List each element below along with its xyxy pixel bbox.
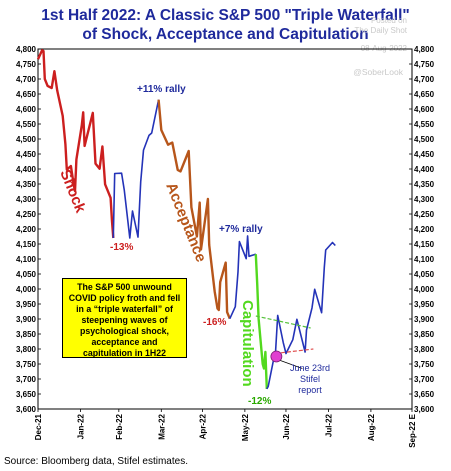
y-tick-label-right: 4,800 [414, 45, 435, 54]
y-tick-label-left: 4,000 [16, 285, 37, 294]
y-tick-label-left: 3,850 [16, 330, 37, 339]
y-tick-label-left: 4,800 [16, 45, 37, 54]
x-tick-label: Aug-22 [367, 413, 376, 441]
annotation-stifel-report: June 23rd [290, 363, 330, 373]
x-tick-label: Jan-22 [76, 413, 85, 439]
y-tick-label-right: 4,650 [414, 90, 435, 99]
y-tick-label-left: 4,250 [16, 210, 37, 219]
chart-title-line1: 1st Half 2022: A Classic S&P 500 "Triple… [41, 7, 410, 24]
y-tick-label-left: 4,750 [16, 60, 37, 69]
y-tick-label-right: 4,100 [414, 255, 435, 264]
y-tick-label-left: 4,700 [16, 75, 37, 84]
x-tick-label: Mar-22 [157, 413, 166, 439]
annotation-drop-12: -12% [248, 396, 271, 407]
y-tick-label-left: 3,750 [16, 360, 37, 369]
series-line-capitulation [254, 254, 268, 389]
trend-line [255, 315, 311, 329]
annotation-rally-11: +11% rally [137, 84, 186, 95]
chart-title: 1st Half 2022: A Classic S&P 500 "Triple… [0, 6, 451, 44]
y-tick-label-right: 4,250 [414, 210, 435, 219]
y-tick-label-right: 3,600 [414, 405, 435, 414]
label-capitulation: Capitulation [239, 300, 256, 387]
y-tick-label-left: 3,600 [16, 405, 37, 414]
y-tick-label-right: 4,150 [414, 240, 435, 249]
y-tick-label-left: 4,200 [16, 225, 37, 234]
y-tick-label-left: 4,050 [16, 270, 37, 279]
y-tick-label-left: 4,600 [16, 105, 37, 114]
chart-title-line2: of Shock, Acceptance and Capitulation [82, 26, 369, 43]
label-acceptance: Acceptance [162, 180, 209, 264]
stifel-report-arrow [280, 360, 303, 369]
y-tick-label-right: 3,800 [414, 345, 435, 354]
watermark-handle: @SoberLook [353, 67, 403, 77]
watermark-source: The Daily Shot [354, 26, 407, 35]
y-tick-label-left: 3,950 [16, 300, 37, 309]
y-tick-label-left: 3,700 [16, 375, 37, 384]
y-tick-label-left: 4,150 [16, 240, 37, 249]
annotation-stifel-report: report [298, 385, 322, 395]
x-tick-label: Jul-22 [324, 413, 333, 437]
y-tick-label-right: 4,550 [414, 120, 435, 129]
annotation-drop-16: -16% [203, 317, 226, 328]
stifel-report-marker [270, 350, 283, 363]
x-tick-label: Feb-22 [115, 413, 124, 439]
y-tick-label-left: 3,650 [16, 390, 37, 399]
watermark-posted: Posted on [370, 16, 407, 25]
y-tick-label-left: 3,900 [16, 315, 37, 324]
source-note: Source: Bloomberg data, Stifel estimates… [4, 456, 188, 467]
y-tick-label-right: 4,500 [414, 135, 435, 144]
y-tick-label-right: 4,200 [414, 225, 435, 234]
y-tick-label-right: 4,450 [414, 150, 435, 159]
y-tick-label-right: 3,700 [414, 375, 435, 384]
y-tick-label-right: 4,000 [414, 285, 435, 294]
series-line-rally [229, 235, 257, 320]
y-tick-label-left: 4,300 [16, 195, 37, 204]
annotation-stifel-report: Stifel [300, 374, 320, 384]
y-tick-label-right: 4,050 [414, 270, 435, 279]
trend-line [274, 348, 314, 355]
series-line-acceptance [157, 99, 231, 320]
y-tick-label-left: 4,500 [16, 135, 37, 144]
y-tick-label-right: 4,300 [414, 195, 435, 204]
y-tick-label-left: 4,650 [16, 90, 37, 99]
label-shock: Shock [56, 167, 89, 216]
y-tick-label-left: 3,800 [16, 345, 37, 354]
annotation-rally-7: +7% rally [219, 224, 263, 235]
x-tick-label: Jun-22 [282, 413, 291, 439]
y-tick-label-left: 4,450 [16, 150, 37, 159]
y-tick-label-right: 4,600 [414, 105, 435, 114]
y-tick-label-right: 4,400 [414, 165, 435, 174]
note-box: The S&P 500 unwound COVID policy froth a… [62, 278, 187, 358]
x-tick-label: May-22 [241, 413, 250, 441]
x-tick-label: Sep-22 E [408, 413, 417, 447]
y-tick-label-right: 3,650 [414, 390, 435, 399]
y-tick-label-left: 4,400 [16, 165, 37, 174]
y-tick-label-left: 4,100 [16, 255, 37, 264]
y-tick-label-right: 3,850 [414, 330, 435, 339]
y-tick-label-right: 4,750 [414, 60, 435, 69]
y-tick-label-right: 4,350 [414, 180, 435, 189]
y-tick-label-right: 4,700 [414, 75, 435, 84]
series-line-shock [36, 49, 115, 239]
y-tick-label-left: 4,550 [16, 120, 37, 129]
annotation-drop-13: -13% [110, 242, 133, 253]
x-tick-label: Dec-21 [34, 413, 43, 440]
y-tick-label-right: 3,900 [414, 315, 435, 324]
y-tick-label-right: 3,950 [414, 300, 435, 309]
y-tick-label-left: 4,350 [16, 180, 37, 189]
series-line-rally [112, 99, 160, 239]
y-tick-label-right: 3,750 [414, 360, 435, 369]
x-tick-label: Apr-22 [198, 413, 207, 439]
